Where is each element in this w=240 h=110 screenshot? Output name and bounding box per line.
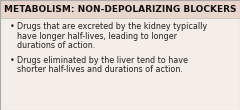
Text: Drugs eliminated by the liver tend to have: Drugs eliminated by the liver tend to ha… bbox=[17, 56, 188, 64]
Text: durations of action.: durations of action. bbox=[17, 41, 95, 50]
Text: •: • bbox=[10, 22, 15, 31]
Text: have longer half-lives, leading to longer: have longer half-lives, leading to longe… bbox=[17, 31, 177, 40]
Bar bbox=[0, 0, 240, 18]
Text: METABOLISM: NON-DEPOLARIZING BLOCKERS: METABOLISM: NON-DEPOLARIZING BLOCKERS bbox=[4, 5, 236, 14]
Text: •: • bbox=[10, 56, 15, 64]
Text: Drugs that are excreted by the kidney typically: Drugs that are excreted by the kidney ty… bbox=[17, 22, 207, 31]
Text: shorter half-lives and durations of action.: shorter half-lives and durations of acti… bbox=[17, 65, 183, 74]
